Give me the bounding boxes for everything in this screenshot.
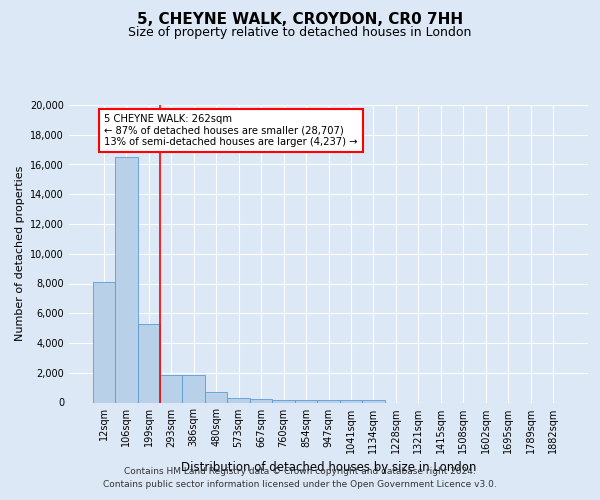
Y-axis label: Number of detached properties: Number of detached properties <box>15 166 25 342</box>
Text: Contains public sector information licensed under the Open Government Licence v3: Contains public sector information licen… <box>103 480 497 489</box>
Bar <box>272 400 295 402</box>
Text: Size of property relative to detached houses in London: Size of property relative to detached ho… <box>128 26 472 39</box>
Bar <box>115 157 137 402</box>
Bar <box>295 400 317 402</box>
Bar <box>362 400 385 402</box>
Bar <box>250 399 272 402</box>
Bar <box>340 400 362 402</box>
Bar <box>317 400 340 402</box>
Bar <box>227 398 250 402</box>
Bar <box>137 324 160 402</box>
Text: 5 CHEYNE WALK: 262sqm
← 87% of detached houses are smaller (28,707)
13% of semi-: 5 CHEYNE WALK: 262sqm ← 87% of detached … <box>104 114 358 147</box>
Bar <box>92 282 115 403</box>
X-axis label: Distribution of detached houses by size in London: Distribution of detached houses by size … <box>181 461 476 474</box>
Bar <box>182 375 205 402</box>
Text: Contains HM Land Registry data © Crown copyright and database right 2024.: Contains HM Land Registry data © Crown c… <box>124 467 476 476</box>
Bar <box>160 375 182 402</box>
Text: 5, CHEYNE WALK, CROYDON, CR0 7HH: 5, CHEYNE WALK, CROYDON, CR0 7HH <box>137 12 463 28</box>
Bar <box>205 392 227 402</box>
